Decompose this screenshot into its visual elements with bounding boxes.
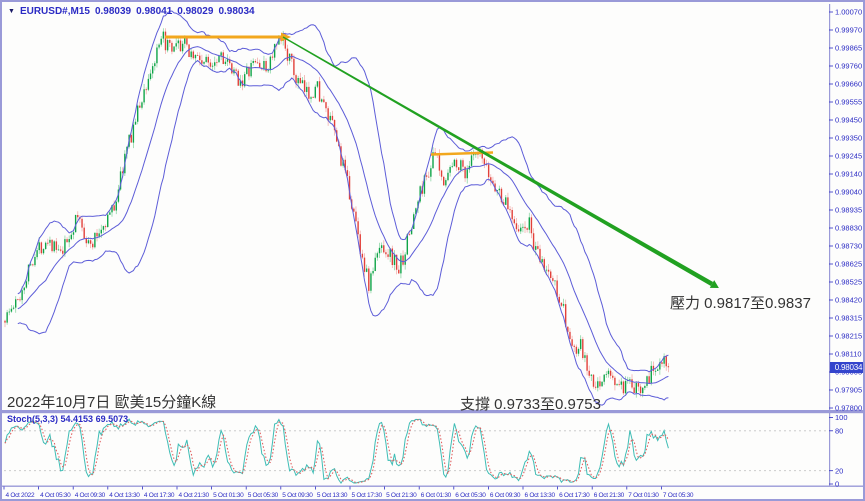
down-candle-wicks (4, 28, 669, 397)
resistance-note-text[interactable]: 壓力 0.9817至0.9837 (670, 295, 811, 312)
panel-separator[interactable] (2, 410, 865, 414)
quote-low: 0.98029 (177, 6, 214, 17)
time-axis-label: 5 Oct 13:30 (317, 492, 348, 499)
time-axis-label: 6 Oct 21:30 (594, 492, 625, 499)
stoch-k-line (4, 418, 669, 484)
stochastic-k-value: 54.4153 (60, 414, 94, 424)
time-axis-label: 6 Oct 13:30 (525, 492, 556, 499)
price-axis-label: 0.99970 (835, 26, 862, 35)
time-axis-label: 6 Oct 05:30 (455, 492, 486, 499)
stoch-axis-label: 0 (835, 480, 839, 489)
price-axis-label: 0.99760 (835, 62, 862, 71)
price-axis-label: 0.99865 (835, 44, 862, 53)
stochastic-label: Stoch(5,3,3) 54.4153 69.5073 (7, 414, 128, 424)
time-axis-label: 5 Oct 17:30 (352, 492, 383, 499)
stoch-axis-label: 100 (835, 413, 848, 422)
stochastic-name: Stoch(5,3,3) (7, 414, 59, 424)
bollinger-lower-band (17, 59, 669, 406)
stoch-axis-label: 20 (835, 466, 843, 475)
up-candle-bodies (6, 31, 665, 394)
price-axis-label: 0.98110 (835, 350, 862, 359)
support-note-text[interactable]: 支撐 0.9733至0.9753 (460, 396, 601, 413)
price-axis[interactable]: 1.00070 0.99970 0.99865 0.99760 0.99660 0.995… (829, 8, 862, 413)
time-axis-label: 4 Oct 2022 (6, 492, 35, 499)
price-axis-label: 0.97905 (835, 386, 862, 395)
price-axis-label: 0.98625 (835, 260, 862, 269)
downtrend-arrow-head (709, 280, 719, 288)
price-axis-label: 0.99450 (835, 116, 862, 125)
price-axis-label: 0.99555 (835, 98, 862, 107)
time-axis-label: 5 Oct 05:30 (248, 492, 279, 499)
time-axis[interactable]: 4 Oct 2022 4 Oct 05:30 4 Oct 09:30 4 Oct 13… (3, 486, 694, 500)
symbol-period-label: EURUSD#,M15 (19, 6, 90, 17)
price-axis-label: 0.99140 (835, 170, 862, 179)
price-axis-label: 0.98215 (835, 332, 862, 341)
chart-title-bar[interactable]: ▼ EURUSD#,M15 0.98039 0.98041 0.98029 0.… (8, 6, 255, 17)
price-axis-label: 0.97800 (835, 404, 862, 413)
stoch-d-line (4, 418, 669, 484)
up-candle-wicks (6, 28, 665, 398)
resistance-arrow-head (281, 32, 291, 42)
time-axis-label: 4 Oct 05:30 (40, 492, 71, 499)
time-axis-label: 5 Oct 01:30 (213, 492, 244, 499)
price-axis-label: 0.98730 (835, 242, 862, 251)
time-axis-label: 5 Oct 21:30 (386, 492, 417, 499)
price-axis-label: 0.99245 (835, 152, 862, 161)
symbol-dropdown-icon[interactable]: ▼ (8, 8, 15, 15)
price-axis-line (829, 4, 831, 486)
price-axis-label: 0.98830 (835, 224, 862, 233)
drawn-objects[interactable] (165, 32, 719, 289)
downtrend-line (282, 36, 714, 287)
time-axis-label: 6 Oct 09:30 (490, 492, 521, 499)
quote-close: 0.98034 (218, 6, 255, 17)
price-axis-label: 0.99040 (835, 188, 862, 197)
time-axis-label: 4 Oct 09:30 (75, 492, 106, 499)
date-note-text[interactable]: 2022年10月7日 歐美15分鐘K線 (7, 394, 217, 411)
price-axis-label: 0.98935 (835, 206, 862, 215)
price-axis-label: 0.98525 (835, 278, 862, 287)
price-axis-label: 0.99660 (835, 80, 862, 89)
stochastic-panel (4, 418, 829, 484)
stochastic-d-value: 69.5073 (95, 414, 129, 424)
time-axis-label: 7 Oct 01:30 (628, 492, 659, 499)
time-axis-label: 4 Oct 13:30 (109, 492, 140, 499)
price-axis-label: 0.98315 (835, 314, 862, 323)
stoch-axis-label: 80 (835, 426, 843, 435)
time-axis-label: 5 Oct 09:30 (282, 492, 313, 499)
quote-high: 0.98041 (136, 6, 173, 17)
price-axis-label: 1.00070 (835, 8, 862, 17)
price-axis-label: 0.99350 (835, 134, 862, 143)
time-axis-label: 4 Oct 17:30 (144, 492, 175, 499)
price-axis-label: 0.98420 (835, 296, 862, 305)
stoch-axis: 100 80 20 0 (829, 413, 848, 489)
time-axis-label: 6 Oct 01:30 (421, 492, 452, 499)
bollinger-upper-band (17, 10, 669, 373)
time-axis-label: 7 Oct 05:30 (663, 492, 694, 499)
time-axis-label: 6 Oct 17:30 (559, 492, 590, 499)
bollinger-middle-band (17, 46, 669, 385)
bollinger-bands (17, 10, 669, 406)
current-price-badge: 0.98034 (830, 362, 863, 373)
time-axis-label: 4 Oct 21:30 (179, 492, 210, 499)
time-axis-line (2, 485, 863, 487)
quote-open: 0.98039 (94, 6, 132, 17)
